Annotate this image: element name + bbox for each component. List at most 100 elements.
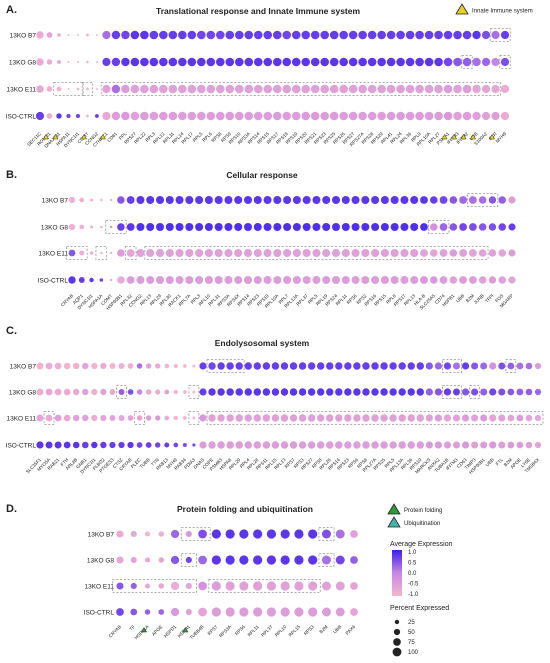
expression-dot <box>459 196 468 204</box>
expression-dot <box>130 84 140 94</box>
gene-label: APOE <box>151 624 164 637</box>
expression-dot <box>351 196 360 204</box>
expression-dot <box>36 31 44 39</box>
gene-label: RPS3A <box>218 624 233 639</box>
expression-dot <box>253 388 262 396</box>
expression-dot <box>534 441 542 449</box>
expression-dot <box>225 84 235 94</box>
panel-d-title: Protein folding and ubiquitination <box>177 504 313 514</box>
expression-dot <box>239 555 249 565</box>
expression-dot <box>380 441 388 449</box>
expression-dot <box>367 30 377 40</box>
expression-dot <box>353 388 361 396</box>
expression-dot <box>149 111 159 121</box>
expression-dot <box>145 583 151 589</box>
expression-dot <box>100 251 103 255</box>
expression-dot <box>420 223 428 231</box>
expression-dot <box>91 362 98 370</box>
expression-dot <box>121 84 130 94</box>
gene-label: RPL37 <box>295 293 309 307</box>
expression-dot <box>121 57 130 67</box>
expression-dot <box>173 442 179 448</box>
gene-label: RPL11 <box>335 293 349 307</box>
expression-dot <box>283 276 292 284</box>
expression-dot <box>273 196 282 204</box>
expression-dot <box>280 441 289 449</box>
expression-dot <box>362 441 370 449</box>
row-label: ISO-CTRL <box>6 113 37 120</box>
highlight-box <box>461 55 473 69</box>
expression-dot <box>282 111 292 121</box>
expression-dot <box>127 389 134 395</box>
expression-dot <box>89 251 94 255</box>
expression-dot <box>234 196 243 204</box>
expression-dot <box>322 276 331 284</box>
expression-dot <box>170 581 180 591</box>
expression-dot <box>273 223 282 231</box>
expression-dot <box>472 57 481 67</box>
expression-dot <box>344 414 352 422</box>
expression-dot <box>341 196 350 204</box>
expression-dot <box>439 196 448 204</box>
expression-dot <box>95 88 98 90</box>
expression-dot <box>407 414 415 422</box>
expression-dot <box>443 111 453 121</box>
expression-dot <box>244 223 252 231</box>
expression-dot <box>283 223 292 231</box>
expression-dot <box>312 249 321 257</box>
color-tick-label: 0.0 <box>408 571 417 577</box>
gene-label: CD81 <box>106 131 118 143</box>
expression-dot <box>154 442 161 448</box>
expression-dot <box>158 583 165 589</box>
expression-dot <box>439 223 448 231</box>
marker-triangle-icon <box>488 134 496 140</box>
expression-dot <box>159 30 168 40</box>
expression-dot <box>63 388 71 396</box>
expression-dot <box>415 57 424 67</box>
expression-dot <box>68 223 76 231</box>
expression-dot <box>361 196 370 204</box>
expression-dot <box>415 30 424 40</box>
expression-dot <box>443 362 452 370</box>
expression-dot <box>453 111 462 121</box>
expression-dot <box>302 276 311 284</box>
highlight-box <box>467 193 499 207</box>
expression-dot <box>155 389 161 395</box>
expression-dot <box>46 113 53 119</box>
expression-dot <box>109 278 113 282</box>
expression-dot <box>280 362 289 370</box>
expression-dot <box>329 30 339 40</box>
expression-dot <box>263 223 272 231</box>
expression-dot <box>481 84 491 94</box>
expression-dot <box>348 57 358 67</box>
expression-dot <box>204 276 213 284</box>
expression-dot <box>206 111 216 121</box>
panel-c-letter: C. <box>6 325 17 337</box>
highlight-box <box>180 553 197 567</box>
expression-dot <box>263 30 273 40</box>
expression-dot <box>216 111 225 121</box>
expression-dot <box>416 441 424 449</box>
expression-dot <box>253 30 263 40</box>
expression-dot <box>329 57 339 67</box>
expression-dot <box>380 249 389 257</box>
gene-label: RPL15 <box>288 624 302 638</box>
highlight-box <box>499 55 511 69</box>
expression-dot <box>156 223 164 231</box>
expression-dot <box>478 196 487 204</box>
expression-dot <box>335 362 343 370</box>
expression-dot <box>272 84 282 94</box>
expression-dot <box>146 223 155 231</box>
expression-dot <box>45 362 53 370</box>
expression-dot <box>63 414 71 422</box>
expression-dot <box>294 581 304 591</box>
expression-dot <box>109 251 113 255</box>
expression-dot <box>164 363 170 369</box>
expression-dot <box>310 111 320 121</box>
expression-dot <box>95 61 98 63</box>
highlight-box <box>100 82 502 96</box>
expression-dot <box>195 196 204 204</box>
expression-dot <box>350 608 358 616</box>
highlight-box <box>95 246 108 260</box>
